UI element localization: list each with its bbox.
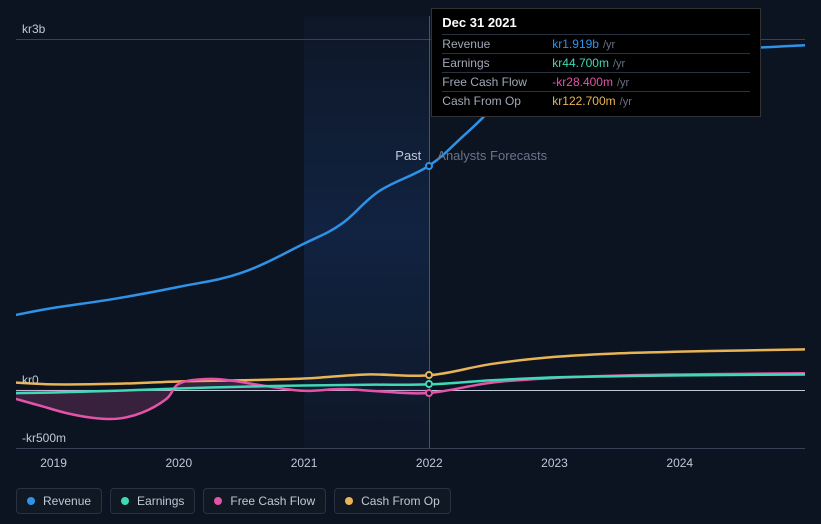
tooltip-row: Earningskr44.700m/yr: [442, 53, 750, 72]
legend-dot-icon: [121, 497, 129, 505]
hover-marker: [425, 380, 433, 388]
section-label-past: Past: [395, 148, 421, 163]
legend-item[interactable]: Cash From Op: [334, 488, 451, 514]
tooltip-label: Cash From Op: [442, 94, 552, 108]
legend-item[interactable]: Free Cash Flow: [203, 488, 326, 514]
legend-dot-icon: [27, 497, 35, 505]
x-axis-label: 2021: [291, 456, 318, 470]
y-axis-label: -kr500m: [22, 431, 66, 445]
tooltip-date: Dec 31 2021: [442, 15, 750, 34]
tooltip-value: kr122.700m: [552, 94, 615, 108]
y-axis-label: kr0: [22, 373, 39, 387]
legend-item[interactable]: Earnings: [110, 488, 195, 514]
hover-marker: [425, 389, 433, 397]
tooltip-unit: /yr: [603, 39, 615, 51]
chart-tooltip: Dec 31 2021 Revenuekr1.919b/yrEarningskr…: [431, 8, 761, 117]
tooltip-label: Free Cash Flow: [442, 75, 552, 89]
tooltip-unit: /yr: [613, 58, 625, 70]
x-axis-label: 2023: [541, 456, 568, 470]
tooltip-row: Free Cash Flow-kr28.400m/yr: [442, 72, 750, 91]
legend-label: Earnings: [137, 494, 184, 508]
y-gridline: [16, 448, 805, 449]
legend-label: Free Cash Flow: [230, 494, 315, 508]
y-axis-label: kr3b: [22, 22, 45, 36]
legend: Revenue Earnings Free Cash Flow Cash From O…: [16, 488, 451, 514]
hover-marker: [425, 162, 433, 170]
section-label-forecast: Analysts Forecasts: [437, 148, 547, 163]
chart-container: Past Analysts Forecasts Dec 31 2021 Reve…: [16, 16, 805, 476]
x-axis-label: 2024: [666, 456, 693, 470]
x-axis-label: 2022: [416, 456, 443, 470]
legend-dot-icon: [345, 497, 353, 505]
tooltip-row: Cash From Opkr122.700m/yr: [442, 91, 750, 110]
legend-label: Revenue: [43, 494, 91, 508]
legend-label: Cash From Op: [361, 494, 440, 508]
tooltip-unit: /yr: [617, 77, 629, 89]
hover-marker: [425, 371, 433, 379]
chart-plot-area[interactable]: Past Analysts Forecasts Dec 31 2021 Reve…: [16, 16, 805, 448]
legend-item[interactable]: Revenue: [16, 488, 102, 514]
tooltip-label: Revenue: [442, 37, 552, 51]
legend-dot-icon: [214, 497, 222, 505]
tooltip-unit: /yr: [620, 96, 632, 108]
tooltip-row: Revenuekr1.919b/yr: [442, 34, 750, 53]
x-axis-label: 2020: [165, 456, 192, 470]
tooltip-value: -kr28.400m: [552, 75, 613, 89]
tooltip-value: kr1.919b: [552, 37, 599, 51]
x-axis-label: 2019: [40, 456, 67, 470]
tooltip-label: Earnings: [442, 56, 552, 70]
series-cash_from_op: [16, 349, 805, 384]
tooltip-value: kr44.700m: [552, 56, 609, 70]
